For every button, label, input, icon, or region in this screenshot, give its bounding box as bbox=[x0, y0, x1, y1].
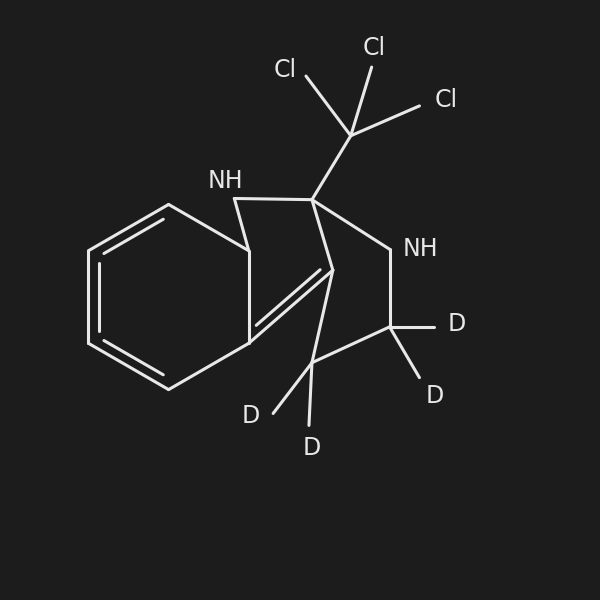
Text: Cl: Cl bbox=[274, 58, 296, 82]
Text: D: D bbox=[241, 404, 260, 428]
Text: D: D bbox=[448, 312, 466, 336]
Text: D: D bbox=[303, 436, 321, 460]
Text: NH: NH bbox=[208, 169, 243, 193]
Text: Cl: Cl bbox=[363, 36, 386, 60]
Text: D: D bbox=[425, 383, 443, 407]
Text: NH: NH bbox=[403, 237, 439, 261]
Text: Cl: Cl bbox=[435, 88, 458, 112]
